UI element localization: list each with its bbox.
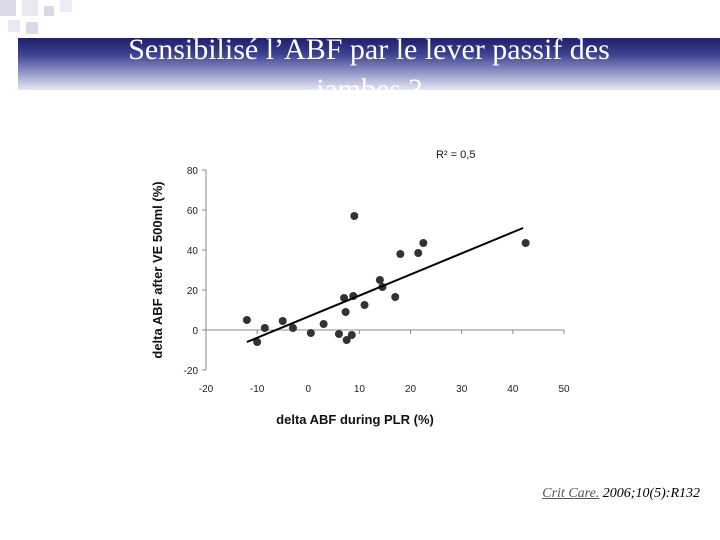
data-point [334, 330, 343, 338]
data-point [414, 249, 423, 257]
r-squared-annotation: R² = 0,5 [436, 149, 475, 161]
data-point [342, 336, 351, 344]
data-point [278, 317, 287, 325]
x-tick-label: -20 [199, 384, 214, 395]
corner-decoration [0, 0, 72, 34]
data-point [375, 276, 384, 284]
slide-title: Sensibilisé l’ABF par le lever passif de… [18, 28, 720, 90]
y-tick-label: 20 [187, 286, 199, 297]
y-tick-label: -20 [184, 366, 199, 377]
trendline [246, 227, 524, 343]
data-point [391, 293, 400, 301]
x-tick-label: 10 [354, 384, 366, 395]
chart-points [242, 212, 530, 346]
chart-trendline-group [246, 227, 524, 343]
citation: Crit Care. 2006;10(5):R132 [542, 486, 700, 502]
slide-title-line-2: jambes ? [316, 73, 422, 90]
data-point [319, 320, 328, 328]
x-tick-label: 0 [306, 384, 312, 395]
y-tick-label: 0 [192, 326, 198, 337]
x-tick-label: 30 [456, 384, 468, 395]
data-point [288, 324, 297, 332]
x-tick-label: 40 [507, 384, 519, 395]
data-point [396, 250, 405, 258]
data-point [260, 324, 269, 332]
data-point [341, 308, 350, 316]
slide-title-line-1: Sensibilisé l’ABF par le lever passif de… [128, 33, 610, 66]
data-point [253, 338, 262, 346]
data-point [350, 212, 359, 220]
y-tick-label: 40 [187, 246, 199, 257]
title-band [18, 38, 720, 90]
data-point [347, 331, 356, 339]
data-point [306, 329, 315, 337]
data-point [419, 239, 428, 247]
x-tick-label: -10 [250, 384, 265, 395]
x-tick-label: 20 [405, 384, 417, 395]
x-axis-label: delta ABF during PLR (%) [276, 412, 434, 427]
y-tick-label: 60 [187, 206, 199, 217]
citation-journal-link[interactable]: Crit Care. [542, 486, 600, 501]
data-point [242, 316, 251, 324]
y-tick-label: 80 [187, 166, 199, 177]
x-tick-label: 50 [558, 384, 570, 395]
y-axis-label: delta ABF after VE 500ml (%) [150, 181, 165, 358]
data-point [360, 301, 369, 309]
data-point [521, 239, 530, 247]
citation-reference: 2006;10(5):R132 [599, 486, 700, 501]
